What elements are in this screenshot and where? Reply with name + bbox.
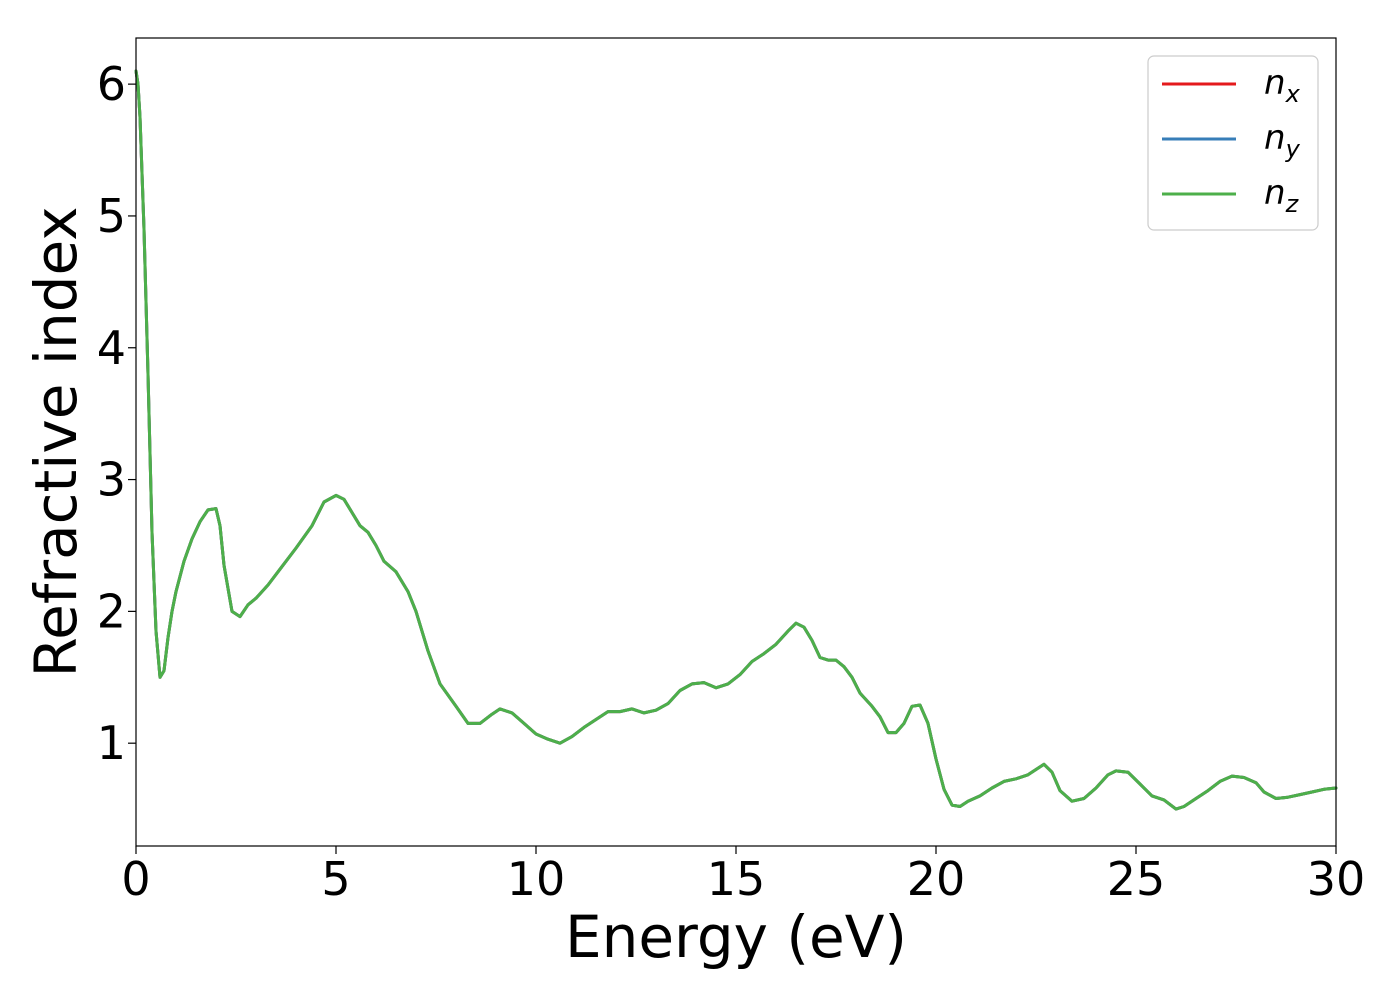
y-tick-label: 6 <box>97 57 126 111</box>
x-tick-label: 0 <box>121 852 150 906</box>
y-axis-ticks: 1 2 3 4 5 6 <box>97 57 136 770</box>
legend-entries: nx ny nz <box>1162 63 1301 218</box>
legend: nx ny nz <box>1147 55 1319 231</box>
y-tick-label: 1 <box>97 716 126 770</box>
y-tick-label: 2 <box>97 584 126 638</box>
legend-label-y: ny <box>1264 118 1301 163</box>
legend-label-z: nz <box>1264 173 1300 218</box>
series-line-z <box>134 69 1338 811</box>
legend-entry-z: nz <box>1162 173 1300 218</box>
x-tick-label: 10 <box>507 852 566 906</box>
x-tick-label: 15 <box>707 852 766 906</box>
legend-entry-x: nx <box>1162 63 1301 108</box>
y-tick-label: 4 <box>97 321 126 375</box>
x-tick-label: 20 <box>907 852 966 906</box>
y-tick-label: 3 <box>97 453 126 507</box>
y-axis-title: Refractive index <box>22 206 90 677</box>
x-tick-label: 5 <box>321 852 350 906</box>
legend-box <box>1147 55 1319 231</box>
legend-label-x: nx <box>1264 63 1301 108</box>
y-tick-label: 5 <box>97 189 126 243</box>
legend-entry-y: ny <box>1162 118 1301 163</box>
series-layer <box>134 69 1338 811</box>
x-axis-title: Energy (eV) <box>565 903 907 971</box>
x-tick-label: 25 <box>1107 852 1166 906</box>
x-tick-label: 30 <box>1307 852 1366 906</box>
x-axis-ticks: 0 5 10 15 20 25 30 <box>121 846 1365 906</box>
